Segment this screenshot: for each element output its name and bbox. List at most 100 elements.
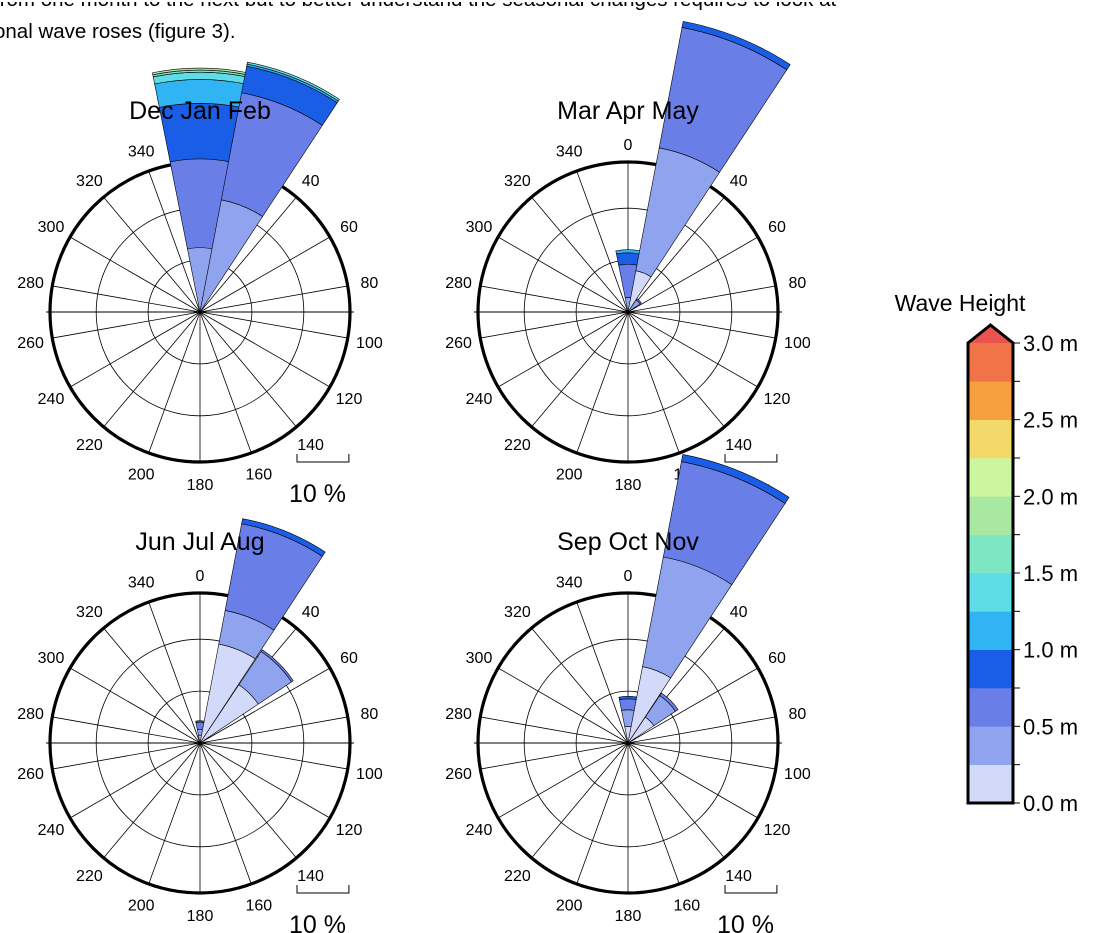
colorbar-title: Wave Height	[895, 290, 1026, 316]
rose-spoke	[627, 311, 759, 388]
rose-spoke	[199, 742, 297, 859]
direction-label-300: 300	[38, 219, 65, 236]
direction-label-200: 200	[556, 467, 583, 484]
rose-spoke	[69, 667, 201, 744]
colorbar-bin	[968, 343, 1013, 382]
scale-bar	[724, 454, 778, 463]
rose-spoke	[576, 170, 629, 313]
direction-label-160: 160	[673, 898, 700, 915]
rose-spoke	[199, 311, 297, 428]
direction-label-300: 300	[466, 219, 493, 236]
petal-dir-0	[615, 249, 641, 313]
rose-spoke	[69, 311, 201, 388]
body-text-line-2: onal wave roses (figure 3).	[0, 20, 236, 43]
colorbar-label: 1.5 m	[1023, 561, 1078, 586]
petal-dir-22	[199, 518, 326, 744]
colorbar-label: 0.5 m	[1023, 714, 1078, 739]
rose-spoke	[480, 311, 629, 339]
rose-spoke	[627, 716, 776, 744]
colorbar-label: 0.0 m	[1023, 791, 1078, 816]
direction-label-320: 320	[504, 173, 531, 190]
direction-label-120: 120	[764, 822, 791, 839]
rose-spoke	[52, 742, 201, 770]
rose-spoke	[480, 742, 629, 770]
rose-spoke	[497, 236, 629, 313]
rose-spoke	[576, 742, 629, 885]
petal-band	[241, 518, 326, 557]
rose-spoke	[199, 196, 297, 313]
petal-band	[681, 454, 790, 504]
colorbar-extend-triangle	[968, 325, 1013, 343]
colorbar-bin	[968, 573, 1013, 612]
colorbar-label: 1.0 m	[1023, 638, 1078, 663]
direction-label-100: 100	[784, 335, 811, 352]
colorbar-bin	[968, 688, 1013, 727]
petal-dir-45	[627, 298, 642, 313]
rose-spoke	[199, 742, 252, 885]
rose-spoke	[627, 236, 759, 313]
direction-label-200: 200	[128, 467, 155, 484]
rose-spoke	[199, 742, 331, 819]
scale-bar	[296, 454, 350, 463]
rose-spoke	[480, 716, 629, 744]
petal-band	[246, 61, 340, 102]
direction-label-40: 40	[730, 173, 748, 190]
rose-spoke	[627, 311, 776, 339]
direction-label-80: 80	[789, 706, 807, 723]
direction-label-80: 80	[789, 275, 807, 292]
body-text-line-1: from one month to the next but to better…	[0, 2, 836, 12]
rose-spoke	[627, 667, 759, 744]
rose-spoke	[148, 170, 201, 313]
direction-label-320: 320	[504, 604, 531, 621]
direction-label-60: 60	[340, 650, 358, 667]
colorbar-label: 3.0 m	[1023, 331, 1078, 356]
rose-spoke	[199, 667, 331, 744]
rose-spoke	[531, 311, 629, 428]
petal-band	[260, 649, 294, 683]
rose-spoke	[69, 236, 201, 313]
direction-label-60: 60	[340, 219, 358, 236]
direction-label-180: 180	[187, 908, 214, 925]
rose-spoke	[627, 742, 776, 770]
direction-label-200: 200	[128, 898, 155, 915]
rose-rim	[476, 591, 780, 895]
direction-label-140: 140	[725, 868, 752, 885]
colorbar-label: 2.0 m	[1023, 484, 1078, 509]
scale-label: 10 %	[717, 911, 774, 933]
rose-spoke	[52, 311, 201, 339]
scale-bar	[296, 885, 350, 894]
scale-label: 10 %	[289, 480, 346, 508]
colorbar-bin	[968, 534, 1013, 574]
direction-label-120: 120	[336, 391, 363, 408]
rose-spoke	[199, 742, 348, 770]
direction-label-40: 40	[302, 173, 320, 190]
petal-band	[681, 21, 791, 71]
colorbar-bin	[968, 764, 1013, 804]
rose-title: Mar Apr May	[557, 97, 699, 125]
petal-dir-45	[627, 692, 679, 744]
petal-dir-45	[199, 649, 294, 744]
rose-spoke	[627, 285, 776, 313]
rose-spoke	[148, 742, 201, 885]
rose-title: Sep Oct Nov	[557, 528, 699, 556]
direction-label-340: 340	[556, 574, 583, 591]
wave-height-colorbar: 0.0 m 0.5 m 1.0 m 1.5 m 2.0 m 2.5 m 3.0 m Wave …	[895, 290, 1078, 816]
petal-band	[635, 298, 642, 305]
direction-label-280: 280	[17, 706, 44, 723]
rose-spoke	[52, 285, 201, 313]
direction-label-220: 220	[76, 437, 103, 454]
petal-band	[616, 252, 640, 266]
colorbar-bin	[968, 419, 1013, 459]
direction-label-220: 220	[504, 437, 531, 454]
rose-spoke	[148, 311, 201, 454]
rose-title: Dec Jan Feb	[129, 97, 271, 125]
direction-label-240: 240	[38, 391, 65, 408]
petal-band	[195, 720, 205, 723]
direction-label-100: 100	[356, 766, 383, 783]
rose-spoke	[576, 311, 629, 454]
direction-label-180: 180	[615, 477, 642, 494]
colorbar-bin	[968, 726, 1013, 765]
direction-label-120: 120	[336, 822, 363, 839]
direction-label-260: 260	[17, 335, 44, 352]
petal-dir-0	[152, 67, 248, 313]
